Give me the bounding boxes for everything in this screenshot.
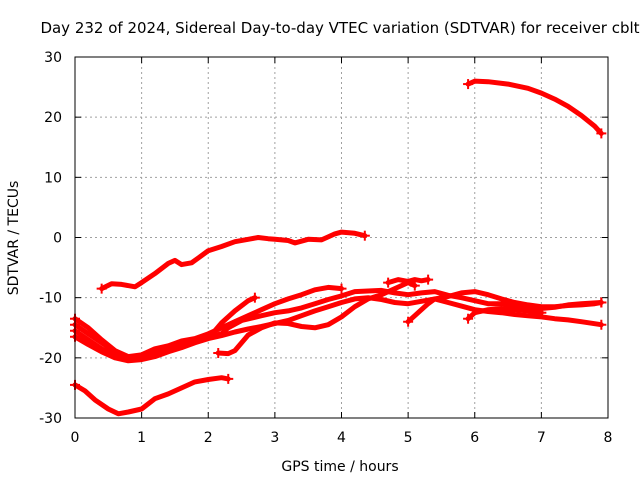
- series-line-arc-7: [72, 295, 604, 364]
- x-tick-label: 2: [204, 430, 213, 446]
- y-tick-label: -30: [39, 411, 62, 427]
- x-tick-label: 3: [270, 430, 279, 446]
- series-line-arc-3: [72, 375, 231, 417]
- axis-ticks: 0 1 2 3 4 5 6 7 8 -30 -20 -10 0 10 20 30: [39, 50, 612, 446]
- series-endpoint-arc-9-start: [403, 316, 414, 327]
- x-tick-label: 4: [337, 430, 346, 446]
- series-endpoint-arc-11-end: [536, 307, 547, 318]
- series-endpoint-arc-2-end: [596, 128, 607, 139]
- series-endpoint-arc-11-start: [463, 313, 474, 324]
- x-tick-label: 1: [137, 430, 146, 446]
- series-line-arc-1: [99, 229, 368, 292]
- x-tick-label: 8: [604, 430, 613, 446]
- series-endpoint-arc-3-end: [223, 373, 234, 384]
- y-tick-label: 30: [44, 50, 62, 66]
- series-line-arc-11: [465, 306, 544, 322]
- series-endpoint-arc-8-start: [213, 348, 224, 359]
- series-group: [70, 78, 607, 417]
- series-endpoint-arc-10-start: [383, 277, 394, 288]
- x-tick-label: 7: [537, 430, 546, 446]
- y-tick-label: 10: [44, 170, 62, 186]
- x-axis-label: GPS time / hours: [281, 459, 398, 475]
- x-tick-label: 0: [71, 430, 80, 446]
- series-endpoint-arc-1-end: [359, 230, 370, 241]
- series-line-arc-2: [465, 78, 604, 136]
- chart-title: Day 232 of 2024, Sidereal Day-to-day VTE…: [40, 19, 639, 37]
- y-tick-label: -10: [39, 291, 62, 307]
- series-endpoint-arc-10-end: [423, 274, 434, 285]
- y-tick-label: 0: [53, 231, 62, 247]
- y-axis-label: SDTVAR / TECUs: [6, 181, 22, 296]
- gridlines: [75, 57, 608, 418]
- series-endpoint-arc-8-end: [409, 280, 420, 291]
- series-endpoint-arc-5-end: [249, 292, 260, 303]
- series-endpoint-arc-2-start: [463, 79, 474, 90]
- x-tick-label: 6: [470, 430, 479, 446]
- series-line-arc-10: [385, 277, 431, 286]
- series-endpoint-arc-7-end: [596, 319, 607, 330]
- series-line-arc-8: [215, 280, 418, 357]
- y-tick-label: -20: [39, 351, 62, 367]
- series-endpoint-arc-9-end: [596, 297, 607, 308]
- series-endpoint-arc-4-end: [336, 283, 347, 294]
- y-tick-label: 20: [44, 110, 62, 126]
- x-tick-label: 5: [404, 430, 413, 446]
- series-line-arc-9: [405, 289, 604, 325]
- series-endpoint-arc-1-start: [96, 283, 107, 294]
